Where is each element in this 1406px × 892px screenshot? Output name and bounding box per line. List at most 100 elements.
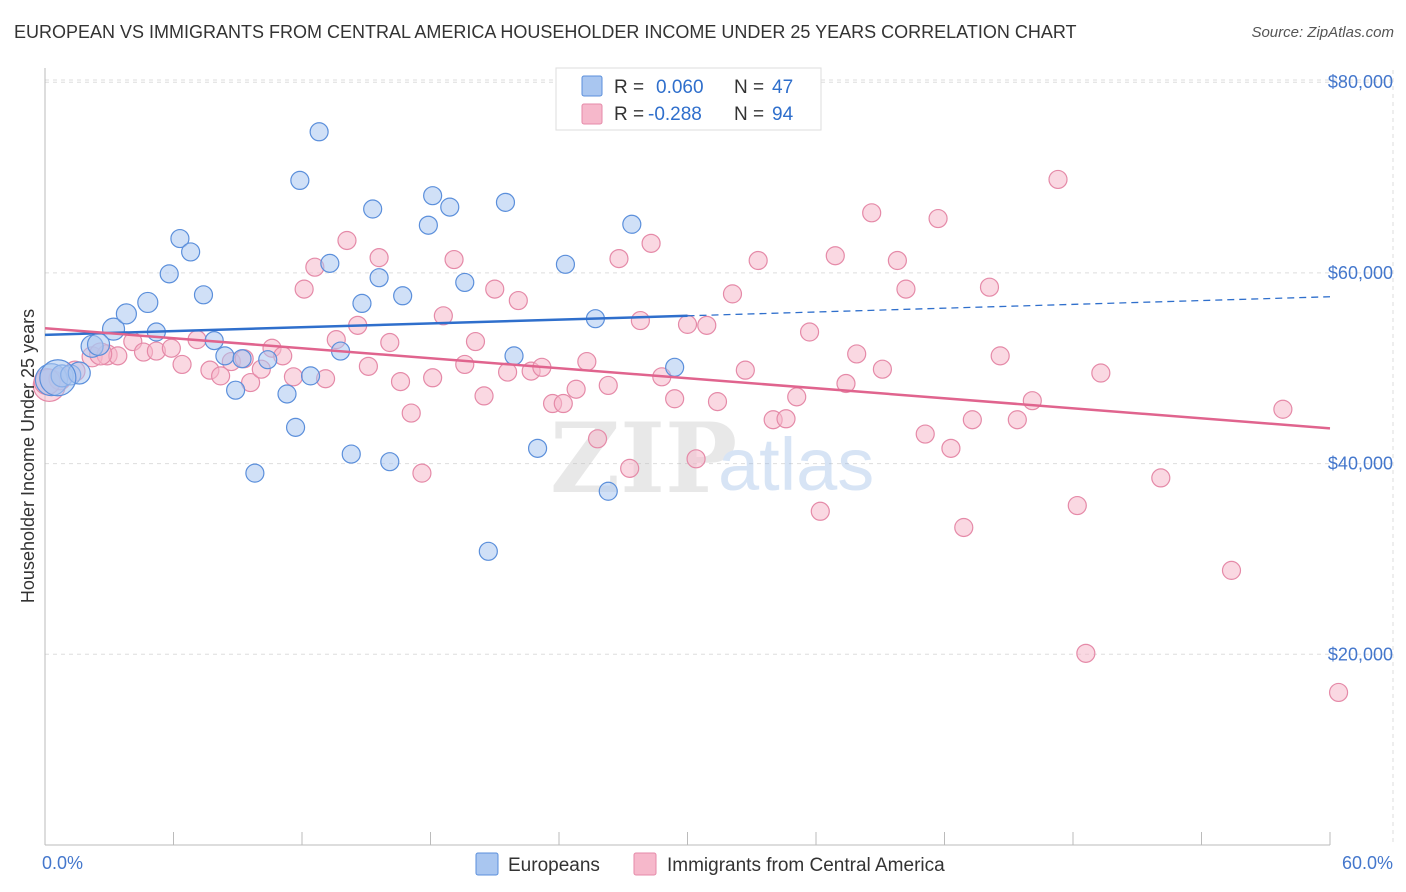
immigrants-point-21 [294, 279, 314, 299]
europeans-point-18 [258, 350, 278, 370]
immigrants-point-49 [598, 375, 618, 396]
europeans-point-26 [341, 444, 361, 464]
legend-label-immigrants: Immigrants from Central America [667, 855, 945, 876]
immigrants-point-89 [1221, 560, 1242, 580]
stats-legend: R = 0.060 N = 47 R = -0.288 N = 94 [555, 67, 822, 131]
immigrants-point-73 [887, 250, 907, 271]
europeans-point-24 [320, 253, 340, 273]
immigrants-trend-line [44, 326, 1331, 430]
immigrants-point-9 [161, 338, 181, 358]
immigrants-point-53 [641, 233, 661, 253]
europeans-point-43 [622, 214, 642, 234]
immigrants-point-41 [508, 290, 528, 311]
immigrants-point-45 [553, 393, 573, 414]
europeans-point-28 [363, 199, 383, 219]
immigrants-point-87 [1091, 363, 1111, 383]
chart-title: EUROPEAN VS IMMIGRANTS FROM CENTRAL AMER… [14, 22, 1077, 42]
legend-label-europeans: Europeans [508, 855, 600, 876]
europeans-point-17 [245, 463, 265, 483]
legend-swatch-europeans [475, 852, 499, 876]
stats-r-label-immigrants: R = [614, 104, 644, 125]
series-europeans-points [34, 122, 685, 561]
y-axis-title: Householder Income Under 25 years [18, 309, 38, 603]
europeans-point-11 [181, 242, 201, 262]
europeans-point-20 [285, 417, 306, 437]
immigrants-point-10 [172, 354, 192, 375]
immigrants-point-33 [423, 368, 443, 388]
immigrants-point-47 [577, 351, 597, 372]
watermark-atlas: atlas [718, 423, 874, 506]
immigrants-point-65 [787, 387, 807, 407]
immigrants-point-58 [697, 315, 717, 335]
stats-n-value-europeans: 47 [772, 77, 793, 98]
europeans-point-44 [665, 357, 685, 377]
immigrants-point-72 [872, 359, 892, 379]
immigrants-point-37 [465, 331, 486, 352]
immigrants-point-32 [412, 463, 432, 483]
stats-r-label-europeans: R = [614, 77, 644, 98]
europeans-point-12 [193, 285, 214, 305]
source-label: Source: ZipAtlas.com [1251, 24, 1394, 41]
y-tick-label-2: $60,000 [1328, 263, 1393, 283]
immigrants-point-55 [665, 389, 685, 409]
europeans-point-42 [598, 481, 618, 501]
x-tick-label-max: 60.0% [1342, 853, 1393, 873]
europeans-point-9 [159, 264, 179, 284]
europeans-point-40 [555, 254, 576, 274]
europeans-point-35 [455, 272, 475, 293]
europeans-point-7 [137, 291, 159, 314]
immigrants-point-61 [735, 360, 755, 380]
immigrants-point-30 [390, 371, 411, 392]
stats-legend-swatch-immigrants [581, 103, 603, 125]
immigrants-point-82 [1007, 410, 1027, 430]
immigrants-point-56 [677, 314, 698, 334]
europeans-point-37 [495, 192, 516, 212]
grid-lines [45, 70, 1394, 845]
immigrants-point-39 [485, 279, 505, 299]
immigrants-point-77 [941, 438, 961, 458]
immigrants-point-70 [847, 344, 867, 364]
europeans-point-33 [423, 186, 443, 206]
immigrants-point-46 [566, 379, 586, 399]
europeans-point-10 [170, 228, 190, 249]
europeans-point-23 [309, 122, 329, 142]
immigrants-point-16 [241, 372, 261, 393]
immigrants-point-66 [799, 322, 820, 342]
immigrants-point-51 [620, 458, 640, 478]
axes [44, 68, 1331, 846]
y-tick-labels: $20,000 $40,000 $60,000 $80,000 [1328, 72, 1393, 664]
immigrants-point-90 [1273, 399, 1293, 419]
europeans-point-22 [300, 366, 321, 386]
europeans-point-32 [418, 215, 438, 235]
immigrants-point-88 [1151, 468, 1171, 488]
immigrants-point-52 [630, 310, 650, 331]
immigrants-point-62 [748, 250, 768, 271]
immigrants-point-64 [776, 409, 796, 429]
immigrants-point-50 [609, 248, 629, 269]
immigrants-point-68 [825, 246, 845, 266]
immigrants-point-78 [954, 517, 974, 538]
europeans-point-30 [380, 452, 400, 472]
europeans-point-16 [232, 349, 252, 369]
europeans-point-15 [226, 380, 246, 400]
europeans-point-38 [504, 346, 524, 366]
europeans-point-39 [527, 438, 548, 458]
immigrants-point-60 [722, 284, 743, 304]
x-tick-label-min: 0.0% [42, 853, 83, 873]
y-tick-label-0: $20,000 [1328, 644, 1393, 664]
stats-legend-swatch-europeans [581, 75, 603, 97]
immigrants-point-71 [862, 203, 882, 223]
stats-r-value-europeans: 0.060 [656, 77, 704, 98]
immigrants-point-28 [369, 248, 389, 268]
immigrants-point-75 [915, 424, 935, 444]
europeans-point-27 [352, 293, 372, 314]
immigrants-point-31 [401, 403, 421, 423]
europeans-trend-line [44, 314, 688, 337]
trend-lines [44, 296, 1331, 430]
immigrants-point-85 [1067, 495, 1087, 516]
immigrants-point-35 [444, 249, 464, 270]
immigrants-point-29 [380, 332, 400, 353]
immigrants-point-83 [1022, 391, 1042, 411]
immigrants-point-13 [211, 366, 231, 386]
immigrants-point-79 [962, 410, 982, 430]
